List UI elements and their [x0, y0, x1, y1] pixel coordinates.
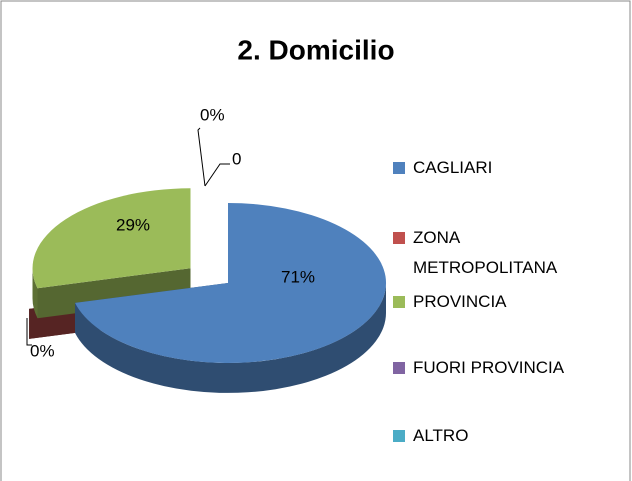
legend-item: FUORI PROVINCIA — [393, 353, 593, 383]
legend-item: PROVINCIA — [393, 287, 593, 317]
legend-item: CAGLIARI — [393, 153, 593, 183]
data-label: 71% — [281, 267, 315, 286]
slice — [32, 188, 191, 289]
legend-swatch — [393, 362, 405, 374]
legend-label: PROVINCIA — [413, 292, 507, 311]
data-label: 0% — [200, 105, 225, 124]
legend-swatch — [393, 232, 405, 244]
legend-label: FUORI PROVINCIA — [413, 358, 565, 377]
legend-item: ALTRO — [393, 421, 593, 451]
leader-line — [197, 127, 206, 187]
legend-swatch — [393, 430, 405, 442]
legend-swatch — [393, 162, 405, 174]
data-label: 29% — [116, 215, 150, 234]
leader-line — [26, 318, 32, 346]
pie — [29, 188, 387, 393]
chart-title: 2. Domicilio — [237, 34, 394, 65]
leader-line — [204, 163, 230, 187]
legend-label: ALTRO — [413, 426, 469, 445]
legend-label: CAGLIARI — [413, 158, 493, 177]
legend-label: ZONA METROPOLITANA — [413, 228, 558, 277]
legend-swatch — [393, 296, 405, 308]
slice-wall — [32, 268, 38, 319]
data-label: 0 — [232, 149, 241, 168]
legend-item: ZONA METROPOLITANA — [393, 223, 593, 283]
data-label: 0% — [30, 341, 55, 360]
slice-wall — [75, 283, 386, 393]
slice — [75, 203, 387, 364]
